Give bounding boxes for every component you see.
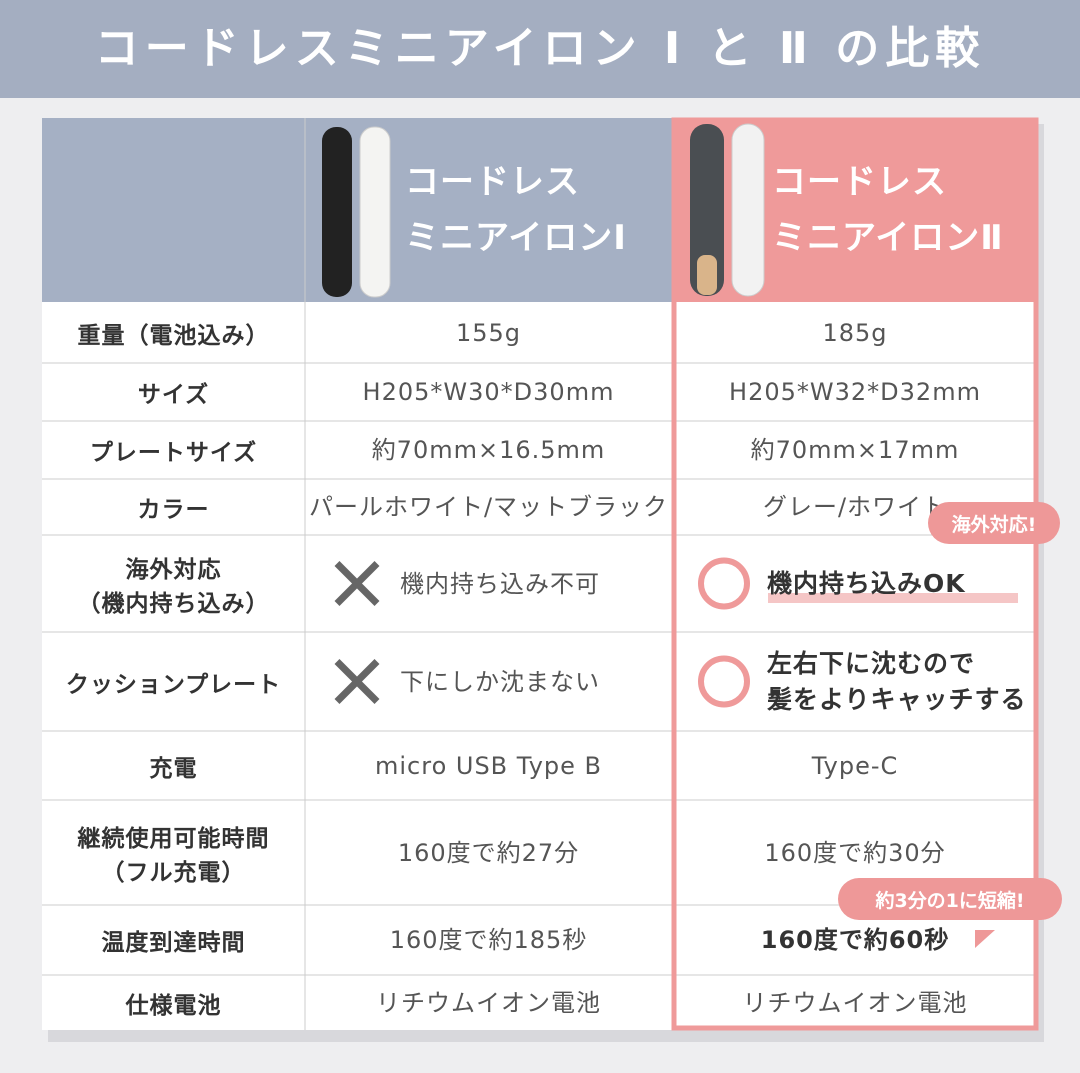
table-cell: 機内持ち込みOK: [767, 535, 1028, 632]
cell-text: 160度で約27分: [397, 838, 580, 867]
cell-text: サイズ: [137, 382, 210, 408]
cell-text: 160度で約60秒: [760, 926, 950, 954]
product-image: [690, 124, 724, 296]
cell-text: 左右下に沈むので: [767, 648, 976, 678]
table-cell: 155g: [305, 302, 672, 363]
cell-text: micro USB Type B: [374, 751, 602, 780]
cell-text: 約70mm×17mm: [750, 436, 960, 464]
product-image: [731, 123, 765, 297]
cell-text: カラー: [137, 497, 210, 523]
cell-text: リチウムイオン電池: [376, 988, 601, 1017]
product-image: [359, 126, 391, 298]
table-cell: 約70mm×16.5mm: [305, 421, 672, 479]
cross-icon: [334, 561, 380, 606]
header-row: [42, 118, 672, 302]
table-cell: 185g: [672, 302, 1038, 363]
badge: 海外対応!: [928, 502, 1060, 544]
table-cell: H205*W30*D30mm: [305, 363, 672, 421]
header-bar: [0, 0, 1080, 98]
cell-text: コードレス: [405, 162, 580, 202]
badge: 約3分の1に短縮!: [838, 878, 1062, 920]
cell-text: H205*W30*D30mm: [362, 378, 615, 406]
cell-text: コードレス: [772, 162, 947, 202]
table-cell: リチウムイオン電池: [305, 975, 672, 1030]
cell-text: 継続使用可能時間: [77, 825, 270, 852]
cell-text: 充電: [149, 755, 198, 782]
cell-text: 下にしか沈まない: [400, 667, 600, 696]
title: コードレスミニアイロン Ⅰ と Ⅱ の比較: [94, 23, 986, 74]
product-image: [697, 255, 717, 295]
cell-text: 機内持ち込み不可: [400, 569, 600, 598]
cell-text: 160度で約185秒: [389, 926, 588, 954]
column-header: コードレスミニアイロンⅠ: [405, 140, 665, 280]
table-cell: Type-C: [672, 731, 1038, 800]
row-label: サイズ: [42, 363, 305, 421]
table-cell: 左右下に沈むので髪をよりキャッチする: [767, 632, 1028, 731]
row-label: 温度到達時間: [42, 905, 305, 975]
cell-text: クッションプレート: [65, 671, 282, 698]
table-cell: グレー/ホワイト: [672, 479, 1038, 535]
row-label: クッションプレート: [42, 632, 305, 731]
cell-text: グレー/ホワイト: [762, 493, 948, 521]
table-cell: リチウムイオン電池: [672, 975, 1038, 1030]
circle-icon: [698, 557, 750, 610]
cell-text: リチウムイオン電池: [742, 988, 968, 1017]
col2-border: [671, 117, 1039, 1031]
badge-tail: [975, 930, 995, 948]
cell-text: 機内持ち込みOK: [767, 568, 966, 598]
row-label: 仕様電池: [42, 975, 305, 1030]
cell-text: 重量（電池込み）: [77, 322, 270, 349]
cell-text: 155g: [455, 318, 522, 347]
table-cell: 160度で約30分: [672, 800, 1038, 905]
table-cell: パールホワイト/マットブラック: [305, 479, 672, 535]
cell-text: （フル充電）: [101, 859, 246, 886]
cell-text: H205*W32*D32mm: [729, 378, 981, 406]
cell-text: 160度で約30分: [764, 838, 946, 867]
circle-icon: [698, 655, 750, 708]
cell-text: Type-C: [811, 751, 899, 780]
product-image: [322, 127, 352, 297]
table-cell: 160度で約27分: [305, 800, 672, 905]
cell-text: ミニアイロンⅡ: [772, 218, 1004, 258]
table-cell: micro USB Type B: [305, 731, 672, 800]
cell-text: 温度到達時間: [101, 930, 246, 956]
table-cell: 160度で約185秒: [305, 905, 672, 975]
row-label: 充電: [42, 731, 305, 800]
cell-text: 約70mm×16.5mm: [371, 436, 606, 464]
table-cell: 機内持ち込み不可: [400, 535, 662, 632]
row-label: プレートサイズ: [42, 421, 305, 479]
cell-text: 185g: [822, 318, 888, 347]
row-label: 海外対応 （機内持ち込み）: [42, 535, 305, 632]
row-label: 継続使用可能時間 （フル充電）: [42, 800, 305, 905]
cell-text: パールホワイト/マットブラック: [308, 493, 669, 521]
row-label: 重量（電池込み）: [42, 302, 305, 363]
cell-text: ミニアイロンⅠ: [405, 218, 627, 258]
highlight: [768, 593, 1018, 603]
cell-text: 海外対応: [125, 556, 222, 583]
cross-icon: [334, 659, 380, 704]
table-cell: 160度で約60秒: [672, 905, 1038, 975]
row-label: カラー: [42, 479, 305, 535]
cell-text: 仕様電池: [125, 992, 222, 1019]
cell-text: 髪をよりキャッチする: [767, 684, 1027, 714]
table-cell: 下にしか沈まない: [400, 632, 662, 731]
column-header: コードレスミニアイロンⅡ: [772, 140, 1032, 280]
table-cell: H205*W32*D32mm: [672, 363, 1038, 421]
cell-text: （機内持ち込み）: [77, 590, 270, 617]
cell-text: プレートサイズ: [89, 440, 258, 466]
table-cell: 約70mm×17mm: [672, 421, 1038, 479]
